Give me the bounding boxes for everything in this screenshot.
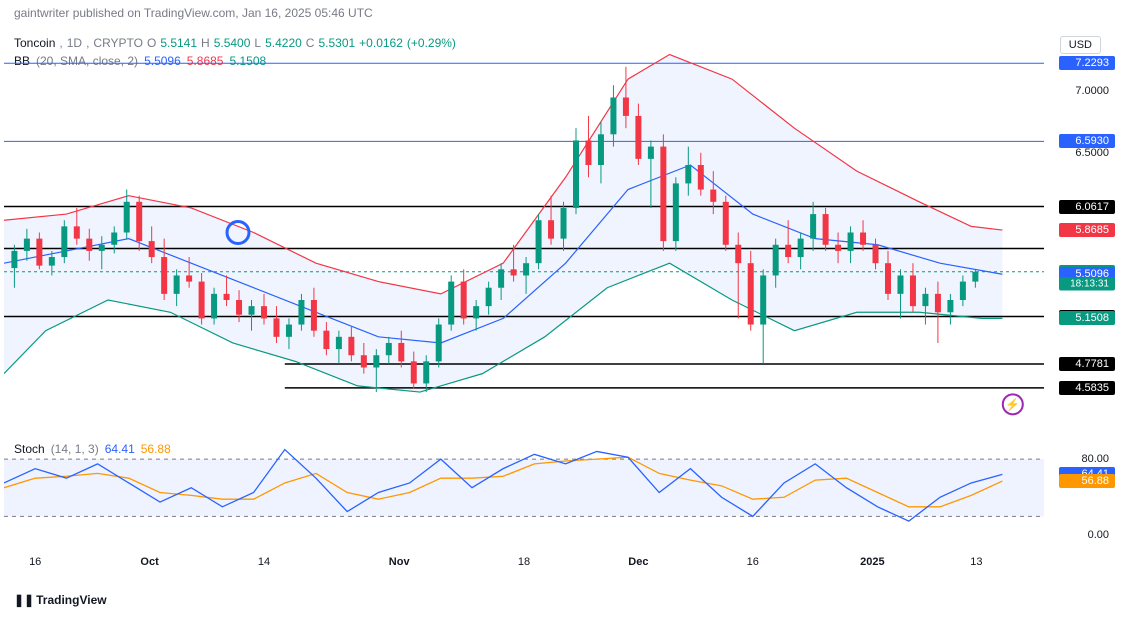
time-axis[interactable]: 16Oct14Nov18Dec16202513 — [4, 550, 1044, 580]
stoch-chart[interactable] — [4, 440, 1044, 545]
publish-header: gaintwriter published on TradingView.com… — [14, 6, 373, 20]
price-axis[interactable]: 7.00006.50007.22936.59306.06175.86855.53… — [1049, 30, 1117, 435]
svg-text:⚡: ⚡ — [1005, 397, 1020, 411]
stoch-axis[interactable]: 80.000.0064.4156.88 — [1049, 440, 1117, 545]
main-chart[interactable]: ⚡ — [4, 30, 1044, 435]
tradingview-logo: ❚❚TradingView — [14, 593, 107, 607]
logo-icon: ❚❚ — [14, 593, 34, 607]
